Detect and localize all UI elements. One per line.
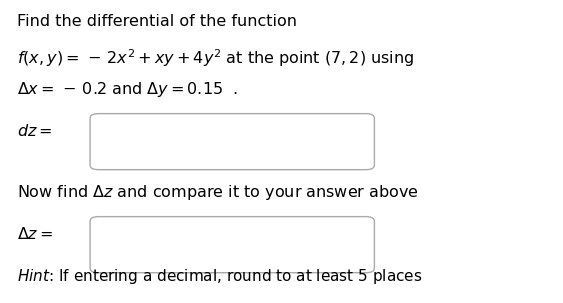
Text: $f(x, y) =\, -\, 2x^2 + xy + 4y^2$ at the point $(7, 2)$ using: $f(x, y) =\, -\, 2x^2 + xy + 4y^2$ at th… xyxy=(17,47,414,69)
Text: $\Delta z =$: $\Delta z =$ xyxy=(17,226,53,242)
FancyBboxPatch shape xyxy=(90,114,374,170)
Text: $dz =$: $dz =$ xyxy=(17,123,52,139)
Text: Now find $\Delta z$ and compare it to your answer above: Now find $\Delta z$ and compare it to yo… xyxy=(17,183,419,202)
Text: $\Delta x =\, -\, 0.2$ and $\Delta y = 0.15$  .: $\Delta x =\, -\, 0.2$ and $\Delta y = 0… xyxy=(17,80,238,99)
Text: Find the differential of the function: Find the differential of the function xyxy=(17,14,297,29)
Text: $\mathit{Hint}$: If entering a decimal, round to at least 5 places: $\mathit{Hint}$: If entering a decimal, … xyxy=(17,267,422,286)
FancyBboxPatch shape xyxy=(90,217,374,273)
